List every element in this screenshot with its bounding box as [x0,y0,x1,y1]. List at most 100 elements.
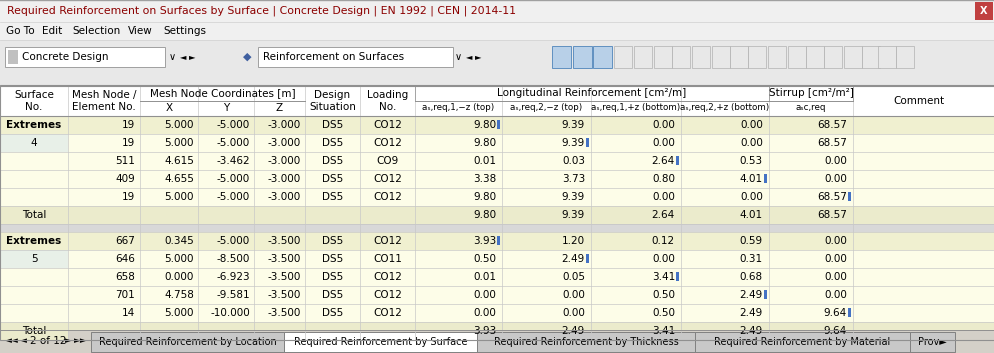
Bar [0,152,994,170]
Text: 409: 409 [115,174,135,184]
Bar [633,46,651,68]
Text: 9.39: 9.39 [562,210,584,220]
Text: CO12: CO12 [373,272,402,282]
Text: Selection: Selection [72,26,120,36]
Bar [861,46,879,68]
Bar [847,192,850,201]
Text: Required Reinforcement by Thickness: Required Reinforcement by Thickness [493,337,678,347]
Text: 1.20: 1.20 [562,236,584,246]
Text: CO12: CO12 [373,192,402,202]
Text: -10.000: -10.000 [210,308,249,318]
Text: 0.00: 0.00 [823,236,846,246]
Text: DS5: DS5 [321,290,343,300]
Text: Concrete Design: Concrete Design [22,52,108,62]
Text: CO12: CO12 [373,290,402,300]
Text: 0.80: 0.80 [651,174,674,184]
Text: 9.80: 9.80 [472,138,495,148]
Text: DS5: DS5 [321,174,343,184]
Text: CO9: CO9 [376,156,399,166]
Text: 0.01: 0.01 [472,272,495,282]
Text: Total: Total [22,326,46,336]
Text: 19: 19 [121,138,135,148]
Text: 0.00: 0.00 [740,138,762,148]
Text: -5.000: -5.000 [217,192,249,202]
Bar [763,174,766,183]
Bar [843,46,861,68]
Text: DS5: DS5 [321,192,343,202]
Text: -5.000: -5.000 [217,138,249,148]
Text: 68.57: 68.57 [816,138,846,148]
Bar [974,2,992,20]
Bar [0,116,68,134]
Text: 9.64: 9.64 [823,326,846,336]
Text: -3.000: -3.000 [267,156,301,166]
Text: 4.758: 4.758 [164,290,194,300]
Text: -9.581: -9.581 [216,290,249,300]
Bar [0,134,994,152]
Bar [0,206,994,224]
Text: 2.49: 2.49 [739,290,762,300]
Text: 68.57: 68.57 [816,192,846,202]
Text: CO12: CO12 [373,120,402,130]
Text: aₛ,req,2,−z (top): aₛ,req,2,−z (top) [510,103,582,113]
Text: 0.00: 0.00 [651,254,674,264]
Bar [0,304,994,322]
Text: 0.50: 0.50 [651,290,674,300]
Text: 2.49: 2.49 [562,254,584,264]
Text: 9.39: 9.39 [562,138,584,148]
Bar [496,236,500,245]
Text: 9.39: 9.39 [562,192,584,202]
Text: ◄◄: ◄◄ [5,336,19,346]
Text: 0.50: 0.50 [472,254,495,264]
Text: 9.80: 9.80 [472,192,495,202]
Text: Required Reinforcement on Surfaces by Surface | Concrete Design | EN 1992 | CEN : Required Reinforcement on Surfaces by Su… [7,6,516,16]
Bar [730,46,747,68]
Text: aₛ,req,1,−z (top): aₛ,req,1,−z (top) [421,103,494,113]
Bar [0,134,68,152]
Text: 0.00: 0.00 [562,290,584,300]
Text: -3.500: -3.500 [267,308,301,318]
Text: 0.000: 0.000 [164,272,194,282]
Text: ►: ► [474,53,481,61]
Text: 5.000: 5.000 [164,138,194,148]
Text: -8.500: -8.500 [217,254,249,264]
Text: ∨: ∨ [168,52,175,62]
Text: -3.500: -3.500 [267,254,301,264]
Text: 0.00: 0.00 [562,308,584,318]
Text: Required Reinforcement by Location: Required Reinforcement by Location [98,337,276,347]
Text: Mesh Node Coordinates [m]: Mesh Node Coordinates [m] [149,88,295,98]
Text: 701: 701 [115,290,135,300]
Text: 0.00: 0.00 [823,174,846,184]
Text: 9.80: 9.80 [472,120,495,130]
Bar [0,250,994,268]
Bar [0,232,68,250]
Text: 0.00: 0.00 [651,192,674,202]
Text: 0.00: 0.00 [823,156,846,166]
Text: 5.000: 5.000 [164,254,194,264]
Text: Stirrup [cm²/m²]: Stirrup [cm²/m²] [767,88,853,98]
Text: Settings: Settings [163,26,206,36]
Text: 0.00: 0.00 [651,120,674,130]
Text: Extremes: Extremes [6,236,62,246]
Bar [763,290,766,299]
Text: 3.73: 3.73 [562,174,584,184]
Bar [0,85,994,340]
Text: 0.00: 0.00 [823,272,846,282]
Bar [496,120,500,129]
Text: -5.000: -5.000 [217,120,249,130]
Text: Comment: Comment [893,96,943,106]
Text: 2.64: 2.64 [651,156,674,166]
Text: CO12: CO12 [373,236,402,246]
Bar [585,254,588,263]
Text: Z: Z [275,103,282,113]
Text: DS5: DS5 [321,254,343,264]
Text: 5.000: 5.000 [164,308,194,318]
Text: ►: ► [189,53,195,61]
Text: 3.41: 3.41 [651,326,674,336]
Bar [712,46,730,68]
Bar [0,188,994,206]
Text: 2.64: 2.64 [651,210,674,220]
Bar [552,46,571,68]
Text: 2.49: 2.49 [739,308,762,318]
Text: 4.655: 4.655 [164,174,194,184]
